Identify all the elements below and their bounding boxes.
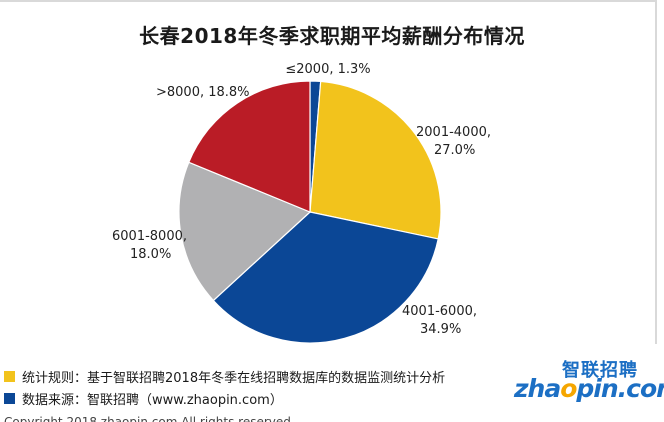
logo-o-letter: o (560, 374, 577, 403)
frame-right-border (655, 0, 657, 344)
footnote-yellow-square-icon (4, 371, 15, 382)
footnote-stat-rule-text: 统计规则：基于智联招聘2018年冬季在线招聘数据库的数据监测统计分析 (22, 371, 446, 386)
pie-slice-8000-gt (188, 80, 311, 213)
zhaopin-logo: 智联招聘 zhaopin.com (510, 356, 664, 406)
logo-english-text: zhaopin.com (514, 374, 664, 403)
footnote-data-source-text: 数据来源：智联招聘（www.zhaopin.com） (22, 393, 283, 408)
frame-top-border (0, 0, 655, 2)
slice-label-3: 6001-8000, 18.0% (112, 229, 187, 262)
footnote-data-source: 数据来源：智联招聘（www.zhaopin.com） (4, 389, 283, 408)
footnote-copyright-clipped: Copyright 2018 zhaopin.com All rights re… (4, 415, 291, 422)
pie-chart: ≤2000, 1.3% 2001-4000, 27.0% 4001-6000, 34.9… (112, 62, 491, 344)
pie-slice-6001-8000 (178, 161, 312, 302)
logo-en-part2: pin.com (576, 374, 664, 403)
slice-label-2: 4001-6000, 34.9% (402, 304, 477, 337)
slice-label-0: ≤2000, 1.3% (285, 62, 370, 77)
slice-label-4: >8000, 18.8% (156, 85, 250, 100)
chart-title: 长春2018年冬季求职期平均薪酬分布情况 (139, 24, 525, 48)
logo-en-part1: zha (514, 374, 561, 403)
pie-slice-4001-6000 (212, 211, 439, 344)
footnote-blue-square-icon (4, 393, 15, 404)
pie-slice-2001-4000 (309, 80, 442, 240)
footnote-stat-rule: 统计规则：基于智联招聘2018年冬季在线招聘数据库的数据监测统计分析 (4, 367, 445, 386)
slice-label-1: 2001-4000, 27.0% (416, 125, 491, 158)
logo-chinese-text: 智联招聘 (562, 360, 638, 381)
